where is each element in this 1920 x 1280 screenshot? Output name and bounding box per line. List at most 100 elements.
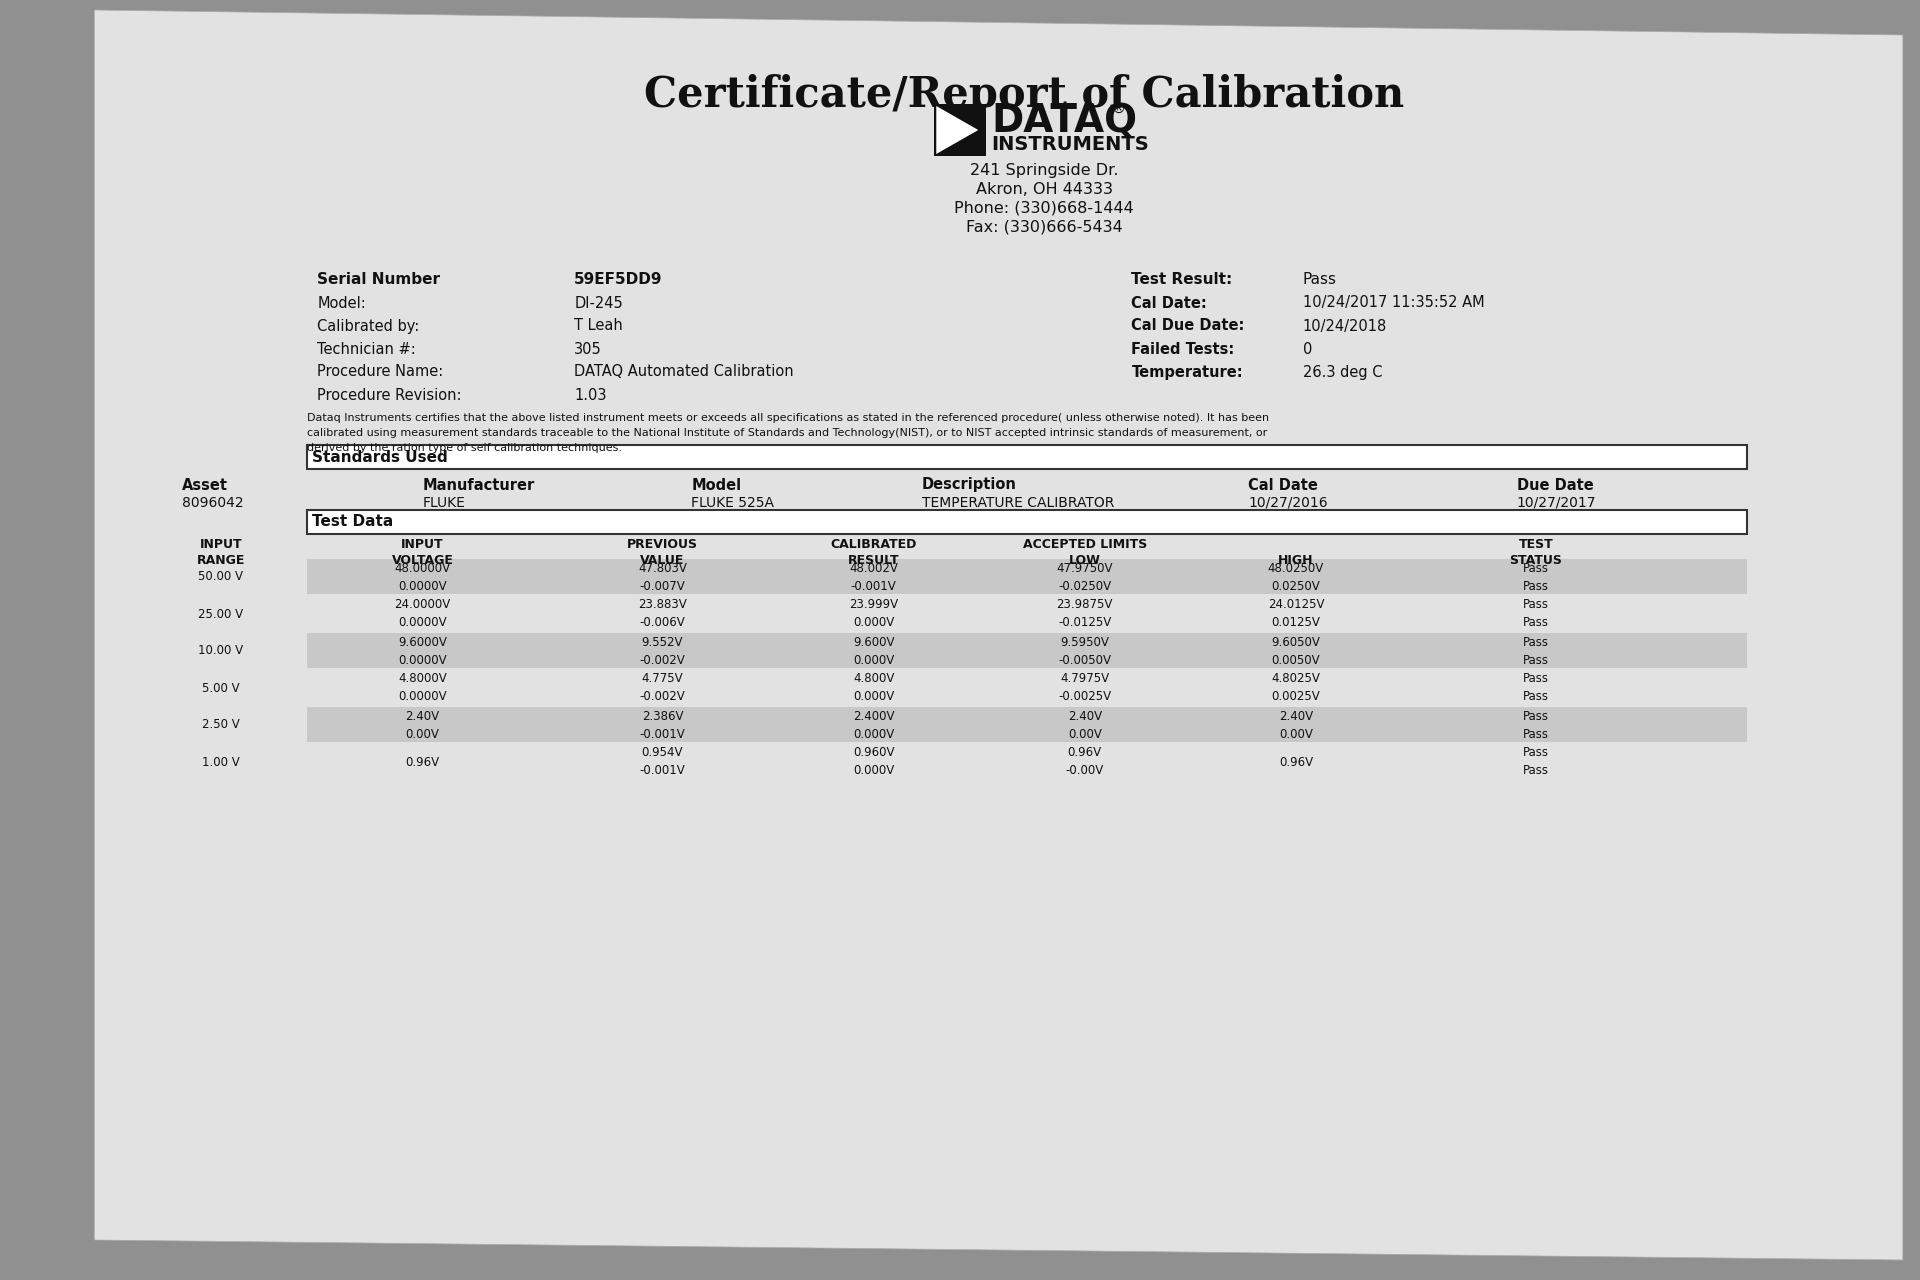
Text: 9.552V: 9.552V [641,635,684,649]
Text: 4.7975V: 4.7975V [1060,672,1110,686]
Text: 0.0000V: 0.0000V [397,617,447,630]
Text: 0.00V: 0.00V [1279,727,1313,741]
Text: Test Data: Test Data [313,515,394,530]
Text: Cal Date: Cal Date [1248,477,1317,493]
Text: T Leah: T Leah [574,319,622,334]
Text: -0.00V: -0.00V [1066,764,1104,777]
Text: 0.0000V: 0.0000V [397,690,447,704]
Text: -0.0050V: -0.0050V [1058,654,1112,667]
Text: Certificate/Report of Calibration: Certificate/Report of Calibration [645,74,1404,116]
Text: DATAQ Automated Calibration: DATAQ Automated Calibration [574,365,793,379]
Text: Pass: Pass [1523,635,1549,649]
Text: 0.00V: 0.00V [1068,727,1102,741]
Polygon shape [937,106,979,154]
Text: Technician #:: Technician #: [317,342,417,357]
Text: 0.000V: 0.000V [852,727,895,741]
Text: 0.960V: 0.960V [852,746,895,759]
Text: 48.0000V: 48.0000V [394,562,451,575]
Text: Pass: Pass [1523,746,1549,759]
Text: 4.775V: 4.775V [641,672,684,686]
Text: Pass: Pass [1523,599,1549,612]
Text: INPUT: INPUT [401,539,444,552]
Text: 0: 0 [1304,342,1311,357]
Text: 2.50 V: 2.50 V [202,718,240,731]
Text: Pass: Pass [1523,709,1549,722]
Text: Model:: Model: [317,296,367,311]
Text: Pass: Pass [1523,580,1549,593]
Text: Procedure Name:: Procedure Name: [317,365,444,379]
Text: -0.007V: -0.007V [639,580,685,593]
Text: -0.006V: -0.006V [639,617,685,630]
FancyBboxPatch shape [935,104,987,156]
Text: 0.00V: 0.00V [405,727,440,741]
Text: TEST: TEST [1519,539,1553,552]
Text: Cal Due Date:: Cal Due Date: [1131,319,1244,334]
Text: 2.40V: 2.40V [1279,709,1313,722]
Text: Serial Number: Serial Number [317,273,440,288]
Text: STATUS: STATUS [1509,553,1563,567]
Text: 4.8025V: 4.8025V [1271,672,1321,686]
Text: 23.883V: 23.883V [637,599,687,612]
Text: derived by the ration type of self calibration techniques.: derived by the ration type of self calib… [307,443,622,453]
Text: 0.96V: 0.96V [405,755,440,768]
Text: 0.0125V: 0.0125V [1271,617,1321,630]
Text: 0.0050V: 0.0050V [1271,654,1321,667]
Text: 0.0000V: 0.0000V [397,580,447,593]
Text: RANGE: RANGE [196,553,246,567]
Text: 25.00 V: 25.00 V [198,608,244,621]
Text: Pass: Pass [1523,727,1549,741]
Text: 9.600V: 9.600V [852,635,895,649]
Text: -0.001V: -0.001V [851,580,897,593]
FancyBboxPatch shape [307,632,1747,667]
Text: 0.0025V: 0.0025V [1271,690,1321,704]
Text: 23.999V: 23.999V [849,599,899,612]
Text: Asset: Asset [182,477,228,493]
Text: Procedure Revision:: Procedure Revision: [317,388,461,402]
Text: 8096042: 8096042 [182,495,244,509]
Text: FLUKE: FLUKE [422,495,465,509]
Text: -0.002V: -0.002V [639,654,685,667]
Text: 0.954V: 0.954V [641,746,684,759]
Text: DI-245: DI-245 [574,296,622,311]
Text: 10.00 V: 10.00 V [198,645,244,658]
Text: Akron, OH 44333: Akron, OH 44333 [975,182,1114,197]
Text: 10/27/2017: 10/27/2017 [1517,495,1596,509]
Text: 0.000V: 0.000V [852,654,895,667]
Text: 2.40V: 2.40V [405,709,440,722]
Text: Temperature:: Temperature: [1131,365,1242,379]
Text: 10/24/2017 11:35:52 AM: 10/24/2017 11:35:52 AM [1304,296,1484,311]
Text: 0.000V: 0.000V [852,764,895,777]
Text: Pass: Pass [1304,273,1336,288]
Text: -0.002V: -0.002V [639,690,685,704]
Text: 2.400V: 2.400V [852,709,895,722]
Text: -0.001V: -0.001V [639,764,685,777]
Text: 0.000V: 0.000V [852,690,895,704]
Text: Pass: Pass [1523,617,1549,630]
Text: 0.96V: 0.96V [1068,746,1102,759]
Text: 48.002V: 48.002V [849,562,899,575]
Text: Description: Description [922,477,1016,493]
Text: 1.00 V: 1.00 V [202,755,240,768]
Text: Due Date: Due Date [1517,477,1594,493]
Text: Pass: Pass [1523,672,1549,686]
Text: Pass: Pass [1523,654,1549,667]
Text: -0.0125V: -0.0125V [1058,617,1112,630]
Text: Model: Model [691,477,741,493]
Text: Calibrated by:: Calibrated by: [317,319,419,334]
Text: -0.0250V: -0.0250V [1058,580,1112,593]
Text: 0.000V: 0.000V [852,617,895,630]
Text: INSTRUMENTS: INSTRUMENTS [991,134,1148,154]
Text: Manufacturer: Manufacturer [422,477,534,493]
Text: 9.6000V: 9.6000V [397,635,447,649]
Text: 305: 305 [574,342,603,357]
Text: ACCEPTED LIMITS: ACCEPTED LIMITS [1023,539,1146,552]
Text: 9.5950V: 9.5950V [1060,635,1110,649]
Text: 47.9750V: 47.9750V [1056,562,1114,575]
Text: calibrated using measurement standards traceable to the National Institute of St: calibrated using measurement standards t… [307,428,1267,438]
Text: -0.0025V: -0.0025V [1058,690,1112,704]
Text: 0.0250V: 0.0250V [1271,580,1321,593]
Text: Pass: Pass [1523,764,1549,777]
FancyBboxPatch shape [307,707,1747,741]
Text: Phone: (330)668-1444: Phone: (330)668-1444 [954,201,1135,215]
Text: CALIBRATED: CALIBRATED [831,539,916,552]
